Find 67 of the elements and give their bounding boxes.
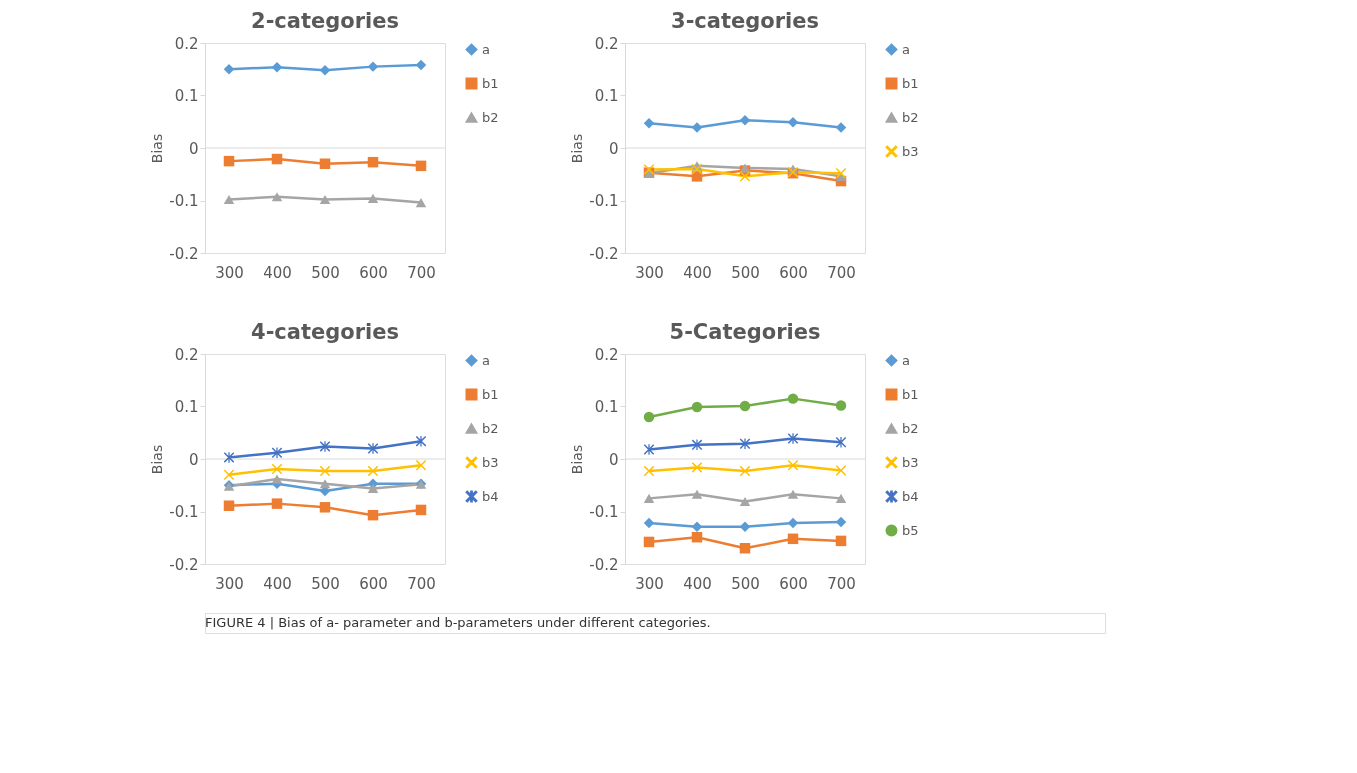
x-tick-label: 700 bbox=[827, 574, 856, 593]
y-tick-label: 0 bbox=[188, 139, 199, 158]
x-tick-label: 700 bbox=[407, 263, 436, 282]
y-tick-label: -0.1 bbox=[589, 192, 619, 210]
y-axis-title: Bias bbox=[569, 133, 586, 164]
legend-label: b3 bbox=[902, 454, 919, 470]
legend-label: b2 bbox=[902, 420, 919, 436]
x-tick-label: 400 bbox=[263, 263, 292, 282]
y-axis-title: Bias bbox=[149, 444, 166, 475]
chart-title: 4-categories bbox=[251, 320, 399, 344]
y-tick-label: 0.2 bbox=[594, 34, 619, 53]
x-tick-label: 600 bbox=[359, 263, 388, 282]
x-tick-label: 500 bbox=[731, 574, 760, 593]
y-tick-label: -0.2 bbox=[169, 555, 199, 574]
legend-label: a bbox=[482, 41, 490, 57]
chart-title: 2-categories bbox=[251, 9, 399, 33]
y-tick-label: 0.2 bbox=[594, 345, 619, 364]
legend-label: b1 bbox=[902, 386, 919, 402]
x-tick-label: 500 bbox=[311, 263, 340, 282]
legend-label: b1 bbox=[902, 75, 919, 91]
x-tick-label: 600 bbox=[779, 574, 808, 593]
legend-label: b3 bbox=[902, 143, 919, 159]
x-tick-label: 300 bbox=[635, 263, 664, 282]
x-tick-label: 300 bbox=[635, 574, 664, 593]
y-tick-label: 0.1 bbox=[594, 398, 619, 416]
chart-title: 5-Categories bbox=[669, 320, 821, 344]
y-tick-label: -0.2 bbox=[589, 555, 619, 574]
legend-label: b5 bbox=[902, 522, 919, 538]
x-tick-label: 300 bbox=[215, 263, 244, 282]
y-tick-label: 0 bbox=[608, 139, 619, 158]
legend-label: b2 bbox=[902, 109, 919, 125]
y-tick-label: -0.1 bbox=[589, 503, 619, 521]
x-tick-label: 600 bbox=[779, 263, 808, 282]
legend-label: b2 bbox=[482, 420, 499, 436]
y-axis-title: Bias bbox=[149, 133, 166, 164]
y-tick-label: 0 bbox=[188, 450, 199, 469]
legend-label: b1 bbox=[482, 75, 499, 91]
x-tick-label: 500 bbox=[311, 574, 340, 593]
chart-title: 3-categories bbox=[671, 9, 819, 33]
x-tick-label: 400 bbox=[263, 574, 292, 593]
legend-label: a bbox=[902, 41, 910, 57]
caption: FIGURE 4 | Bias of a- parameter and b-parameters under different categories. bbox=[205, 615, 711, 630]
legend-label: a bbox=[482, 352, 490, 368]
y-tick-label: -0.1 bbox=[169, 503, 199, 521]
y-tick-label: -0.2 bbox=[589, 244, 619, 263]
legend-label: b4 bbox=[482, 488, 499, 504]
y-tick-label: 0.1 bbox=[594, 87, 619, 105]
legend-label: b2 bbox=[482, 109, 499, 125]
y-tick-label: 0 bbox=[608, 450, 619, 469]
y-tick-label: -0.2 bbox=[169, 244, 199, 263]
legend-label: b3 bbox=[482, 454, 499, 470]
y-tick-label: 0.2 bbox=[174, 345, 199, 364]
x-tick-label: 500 bbox=[731, 263, 760, 282]
y-tick-label: -0.1 bbox=[169, 192, 199, 210]
y-tick-label: 0.1 bbox=[174, 87, 199, 105]
y-tick-label: 0.2 bbox=[174, 34, 199, 53]
y-axis-title: Bias bbox=[569, 444, 586, 475]
x-tick-label: 400 bbox=[683, 263, 712, 282]
legend-label: b1 bbox=[482, 386, 499, 402]
legend-label: b4 bbox=[902, 488, 919, 504]
x-tick-label: 700 bbox=[407, 574, 436, 593]
x-tick-label: 600 bbox=[359, 574, 388, 593]
x-tick-label: 700 bbox=[827, 263, 856, 282]
y-tick-label: 0.1 bbox=[174, 398, 199, 416]
legend-label: a bbox=[902, 352, 910, 368]
x-tick-label: 300 bbox=[215, 574, 244, 593]
x-tick-label: 400 bbox=[683, 574, 712, 593]
